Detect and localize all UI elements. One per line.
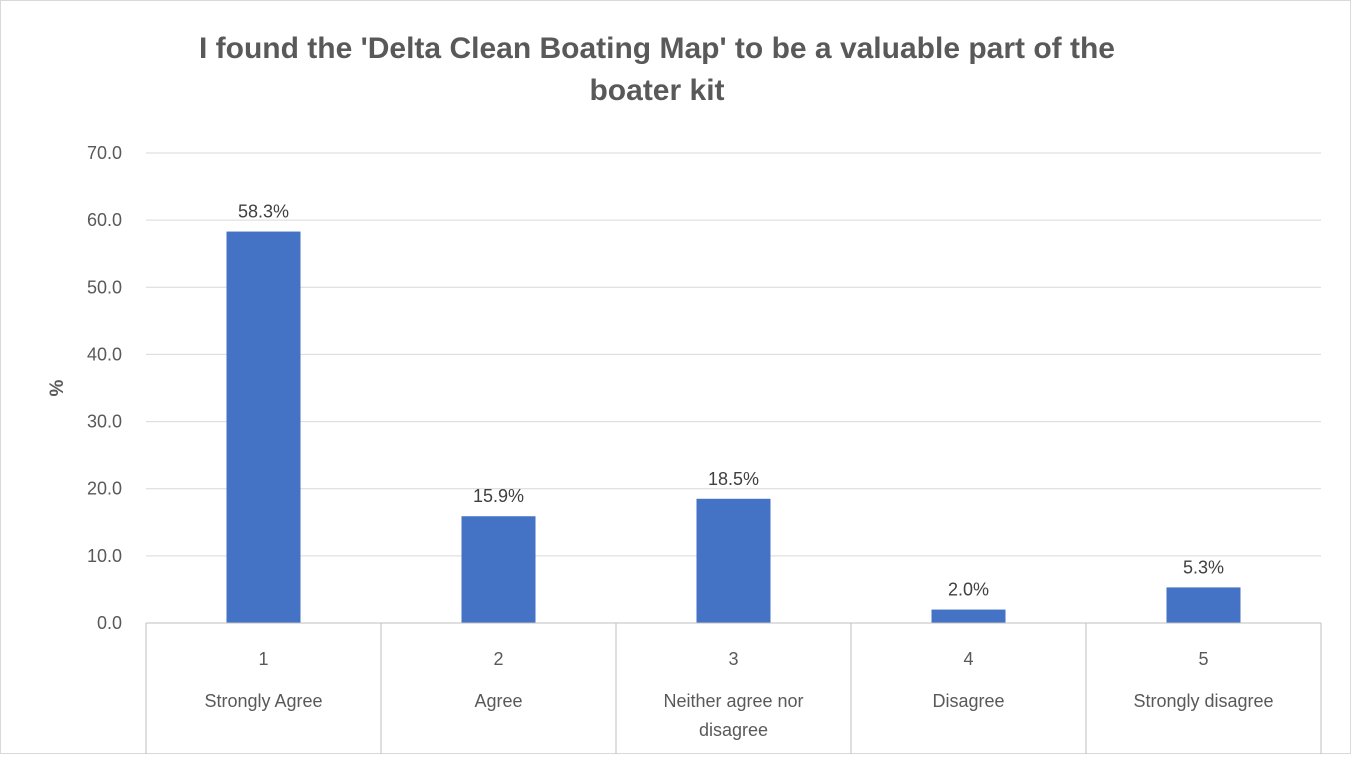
x-category-code: 4 — [963, 649, 973, 669]
y-tick-label: 30.0 — [87, 412, 122, 432]
x-category-label: Strongly Agree — [204, 691, 322, 711]
y-tick-label: 0.0 — [97, 613, 122, 633]
y-tick-label: 20.0 — [87, 479, 122, 499]
x-category-code: 2 — [493, 649, 503, 669]
bar-5 — [1166, 587, 1241, 623]
data-label: 5.3% — [1183, 557, 1224, 577]
y-axis-ticks: 0.0 10.0 20.0 30.0 40.0 50.0 60.0 70.0 — [87, 143, 122, 633]
y-tick-label: 50.0 — [87, 277, 122, 297]
x-axis: 1 Strongly Agree 2 Agree 3 Neither agree nor d… — [145, 622, 1322, 754]
bar-1 — [226, 231, 301, 624]
chart-title-line: boater kit — [589, 74, 724, 107]
y-tick-label: 70.0 — [87, 143, 122, 163]
bar-3 — [696, 498, 771, 623]
data-label: 58.3% — [238, 202, 289, 222]
x-category-code: 3 — [728, 649, 738, 669]
x-category-code: 1 — [258, 649, 268, 669]
chart-title: I found the 'Delta Clean Boating Map' to… — [199, 32, 1115, 107]
data-label: 15.9% — [473, 486, 524, 506]
bars — [226, 231, 1241, 624]
x-category-label: disagree — [699, 720, 768, 740]
y-tick-label: 10.0 — [87, 546, 122, 566]
data-label: 18.5% — [708, 469, 759, 489]
y-tick-label: 40.0 — [87, 344, 122, 364]
x-category-label: Neither agree nor — [663, 691, 803, 711]
x-category-label: Disagree — [932, 691, 1004, 711]
x-category-label: Agree — [474, 691, 522, 711]
y-tick-label: 60.0 — [87, 210, 122, 230]
chart-title-line: I found the 'Delta Clean Boating Map' to… — [199, 32, 1115, 65]
data-label: 2.0% — [948, 580, 989, 600]
gridlines — [146, 152, 1321, 557]
y-axis-label: % — [47, 379, 68, 396]
bar-2 — [461, 516, 536, 623]
data-labels: 58.3% 15.9% 18.5% 2.0% 5.3% — [238, 202, 1224, 600]
x-category-code: 5 — [1198, 649, 1208, 669]
x-category-label: Strongly disagree — [1133, 691, 1273, 711]
bar-4 — [931, 609, 1006, 623]
